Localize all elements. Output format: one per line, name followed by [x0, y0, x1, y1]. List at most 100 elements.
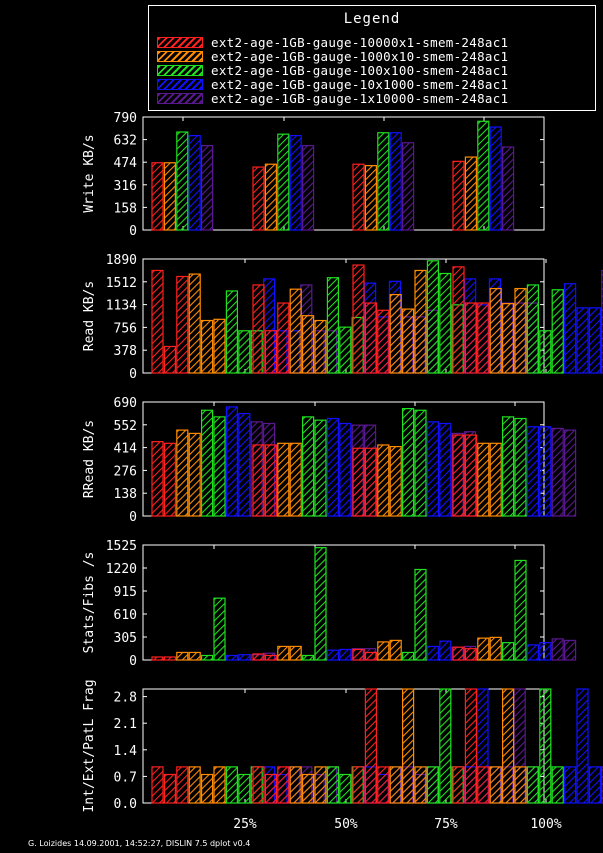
bar — [264, 444, 277, 517]
bar — [176, 429, 189, 517]
bar — [489, 766, 502, 804]
y-tick-label: 1512 — [106, 276, 137, 291]
bar — [588, 766, 602, 804]
bar — [213, 416, 226, 517]
y-tick-label: 0.7 — [114, 770, 137, 785]
bar — [414, 409, 427, 517]
y-tick-label: 378 — [114, 344, 137, 359]
bar — [151, 656, 164, 661]
bar — [563, 766, 577, 804]
bar — [464, 156, 477, 231]
bar — [464, 302, 477, 374]
bar — [289, 134, 302, 231]
bar — [352, 766, 365, 804]
bar — [289, 645, 302, 661]
bar — [314, 419, 327, 517]
legend-swatch-green — [157, 65, 203, 76]
bar — [201, 319, 214, 374]
bar — [364, 165, 377, 231]
legend-swatch-blue — [157, 79, 203, 90]
y-axis-label: Write KB/s — [82, 134, 97, 212]
bar — [339, 648, 352, 661]
y-tick-label: 756 — [114, 321, 137, 336]
bar — [201, 409, 214, 517]
bar — [414, 568, 427, 661]
bar — [539, 642, 552, 661]
bar — [526, 284, 540, 374]
bar — [551, 427, 564, 517]
bar — [289, 442, 302, 517]
bar — [377, 641, 390, 661]
y-tick-label: 0 — [129, 224, 137, 239]
y-tick-label: 474 — [114, 156, 138, 171]
bar — [238, 330, 251, 374]
bar — [163, 345, 176, 374]
y-tick-label: 0 — [129, 510, 137, 525]
bar — [426, 645, 439, 661]
bar — [238, 773, 251, 804]
bar — [601, 269, 603, 374]
y-tick-label: 915 — [114, 585, 137, 600]
bar — [489, 442, 502, 517]
bar — [302, 773, 315, 804]
bar — [188, 651, 201, 661]
legend-label: ext2-age-1GB-gauge-10000x1-smem-248ac1 — [211, 35, 509, 50]
bar — [551, 289, 564, 374]
bar — [539, 330, 552, 374]
bar — [339, 422, 352, 517]
y-tick-label: 414 — [114, 442, 138, 457]
bar — [601, 766, 603, 804]
bar — [389, 766, 402, 804]
y-tick-label: 790 — [114, 111, 137, 126]
bar — [576, 307, 589, 374]
x-tick-label: 100% — [530, 817, 561, 832]
legend-label: ext2-age-1GB-gauge-100x100-smem-248ac1 — [211, 63, 509, 78]
legend-label: ext2-age-1GB-gauge-10x1000-smem-248ac1 — [211, 77, 509, 92]
bar — [426, 766, 439, 804]
bar — [352, 447, 365, 517]
bar — [563, 283, 577, 374]
bar — [277, 442, 290, 517]
bar — [302, 416, 315, 517]
bar — [352, 648, 365, 661]
bar — [402, 408, 415, 517]
bar — [477, 442, 490, 517]
bar — [151, 441, 164, 517]
y-tick-label: 0 — [129, 367, 137, 382]
bar — [151, 766, 164, 804]
bar — [188, 766, 201, 804]
bar — [201, 773, 214, 804]
bar — [163, 162, 176, 231]
bar — [526, 766, 540, 804]
bar — [314, 319, 327, 374]
bar — [402, 142, 415, 231]
y-tick-label: 632 — [114, 134, 137, 149]
bar — [402, 651, 415, 661]
y-tick-label: 610 — [114, 608, 137, 623]
bar — [426, 421, 439, 517]
bar — [477, 120, 490, 231]
bar — [551, 638, 564, 661]
bar — [151, 162, 164, 231]
bar — [188, 432, 201, 517]
bar — [264, 773, 277, 804]
bar — [377, 444, 390, 517]
bar — [514, 766, 527, 804]
bar — [576, 688, 589, 804]
bar — [539, 688, 552, 804]
bar — [176, 766, 189, 804]
bar — [464, 434, 477, 517]
bar — [452, 160, 465, 231]
y-tick-label: 158 — [114, 201, 137, 216]
legend-swatch-purple — [157, 93, 203, 104]
y-axis-label: Stats/Fibs /s — [82, 552, 97, 654]
y-tick-label: 0 — [129, 654, 137, 669]
bar — [302, 654, 315, 661]
bar — [439, 640, 452, 661]
legend-label: ext2-age-1GB-gauge-1x10000-smem-248ac1 — [211, 91, 509, 106]
bar — [188, 134, 201, 231]
y-tick-label: 138 — [114, 487, 137, 502]
bar — [389, 639, 402, 661]
bar — [339, 773, 352, 804]
